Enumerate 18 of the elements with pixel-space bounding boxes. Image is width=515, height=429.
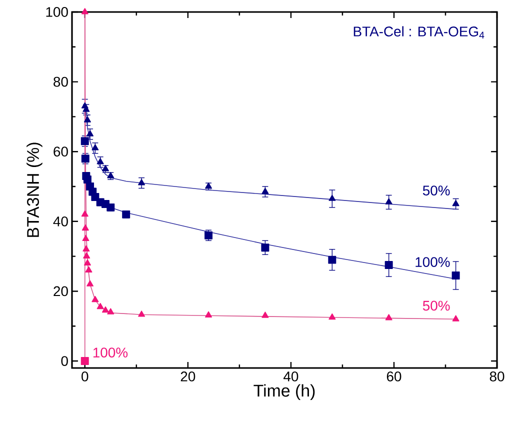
x-tick-label: 40: [284, 372, 298, 382]
y-tick-label: 80: [54, 76, 68, 87]
x-tick-label: 80: [490, 372, 504, 382]
legend-title: BTA-Cel : BTA-OEG$_{4}$: [354, 26, 484, 38]
y-tick-label: 60: [54, 146, 68, 157]
y-tick-label: 20: [54, 286, 68, 296]
x-tick-label: 60: [386, 372, 402, 382]
y-tick-label: 100: [46, 7, 68, 17]
x-tick-label: 20: [180, 372, 196, 382]
y-tick-label: 0: [61, 356, 68, 366]
x-axis-title: Time (h): [254, 384, 315, 400]
x-tick-label: 0: [82, 372, 88, 382]
annotation: 50%: [422, 186, 450, 196]
y-axis-title: BTA3NH (%): [26, 142, 42, 237]
annotation: 100%: [93, 348, 128, 358]
annotation: 50%: [422, 300, 450, 311]
annotation: 100%: [416, 257, 450, 268]
y-tick-label: 40: [53, 216, 68, 226]
